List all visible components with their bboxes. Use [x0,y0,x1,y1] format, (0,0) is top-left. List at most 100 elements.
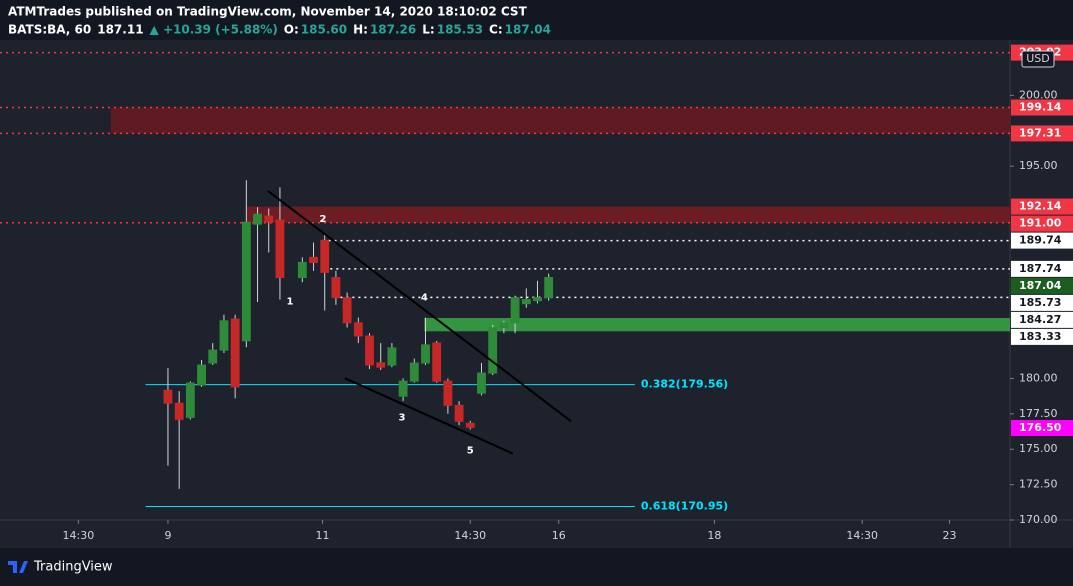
candle-body [465,422,475,428]
symbol-line: BATS:BA, 60 187.11 ▲ +10.39 (+5.88%) O: 185.… [8,23,551,37]
price-tag-label: 183.33 [1019,330,1061,343]
candle-body [241,221,251,342]
x-tick-label: 14:30 [846,529,878,542]
header-text: 185.60 [301,23,347,37]
y-tick-label: 200.00 [1019,88,1058,101]
brand: TradingView [33,560,113,575]
x-tick-label: 18 [707,529,721,542]
price-tag-label: 191.00 [1019,217,1062,230]
currency-box[interactable] [1021,50,1055,68]
fib-label: 0.382(179.56) [641,378,728,391]
price-axis [1010,40,1073,548]
plot: 0.382(179.56) 0.618(170.95) 1 2 3 4 5 [0,51,1011,513]
candle-body [365,335,374,366]
candle-body [174,402,184,420]
y-tick-label: 195.00 [1019,159,1058,172]
header-text: H: [353,23,368,37]
price-tag [1011,328,1073,345]
y-tick-label: 175.00 [1019,442,1058,455]
zone [246,206,1011,223]
price-tag [1011,99,1073,116]
price-tag [1011,419,1073,436]
candle-body [488,327,498,374]
header-text: O: [284,23,299,37]
price-tag-label: 189.74 [1019,234,1062,247]
candle-body [544,277,554,299]
price-tag-label: 185.73 [1019,296,1061,309]
header-text: L: [422,23,434,37]
x-tick-label: 23 [943,529,957,542]
candle-body [454,404,464,422]
fib-label: 0.618(170.95) [641,500,728,513]
price-tag [1011,311,1073,328]
price-tag-label: 187.04 [1019,279,1062,292]
candle-body [477,372,486,394]
x-tick-label: 9 [164,529,171,542]
candle-body [253,213,262,225]
price-tag [1011,277,1073,294]
trendline [344,377,514,455]
candle-body [297,261,307,279]
annotation: 1 [287,297,294,308]
candle-body [376,362,386,368]
price-tag-label: 176.50 [1019,421,1062,434]
price-tag-label: 187.74 [1019,262,1062,275]
price-tag [1011,232,1073,249]
footer [0,548,1073,586]
candle-body [421,344,430,364]
y-tick-label: 172.50 [1019,478,1058,491]
y-tick-label: 180.00 [1019,371,1058,384]
price-tag [1011,125,1073,142]
candle-body [230,318,240,388]
price-tag-label: 192.14 [1019,200,1062,213]
currency[interactable]: USD [1026,52,1050,65]
candle-body [432,342,442,382]
price-tag [1011,215,1073,232]
header-text: 187.11 [97,23,143,37]
x-tick-label: 16 [552,529,566,542]
candle-body [521,299,531,305]
y-tick-label: 170.00 [1019,513,1058,526]
price-tag [1011,294,1073,311]
zone [110,107,1011,134]
candle-body [163,389,173,404]
price-tag [1011,260,1073,277]
x-tick-label: 11 [315,529,329,542]
candle-body [353,322,363,337]
x-tick-label: 14:30 [63,529,95,542]
price-tag-label: 184.27 [1019,313,1061,326]
candle-body [533,297,542,302]
candle-body [331,277,341,299]
y-tick-label: 177.50 [1019,407,1058,420]
header-text: 185.53 [437,23,483,37]
candle-body [387,347,397,366]
axis: 200.00 195.00 180.00 177.50 175.00 172.50 170.… [63,44,1073,542]
candle-body [264,215,274,223]
candle-body [342,297,352,324]
price-tag [1011,198,1073,215]
header-text: BATS:BA, 60 [8,23,91,37]
price-tag-label: 197.31 [1019,126,1061,139]
candle-body [219,320,229,351]
candle-body [309,256,318,263]
candle-body [275,219,285,279]
candle-body [409,362,419,382]
publisher: ATMTrades published on TradingView.com, … [8,5,528,19]
header-text: ▲ +10.39 (+5.88%) [150,23,278,37]
trendline [267,190,572,423]
logo [8,561,28,573]
candle-body [499,322,509,329]
annotation: 4 [421,293,428,304]
candle-body [197,364,206,386]
candle-body [320,239,330,273]
header-text: 187.26 [370,23,416,37]
candle-body [185,382,195,418]
zone [424,318,1010,332]
annotation: 3 [399,412,406,423]
price-tag-label: 199.14 [1019,101,1062,114]
header-text: C: [489,23,503,37]
candle-body [443,380,453,406]
candle-body [510,297,520,324]
candle-body [208,349,218,364]
